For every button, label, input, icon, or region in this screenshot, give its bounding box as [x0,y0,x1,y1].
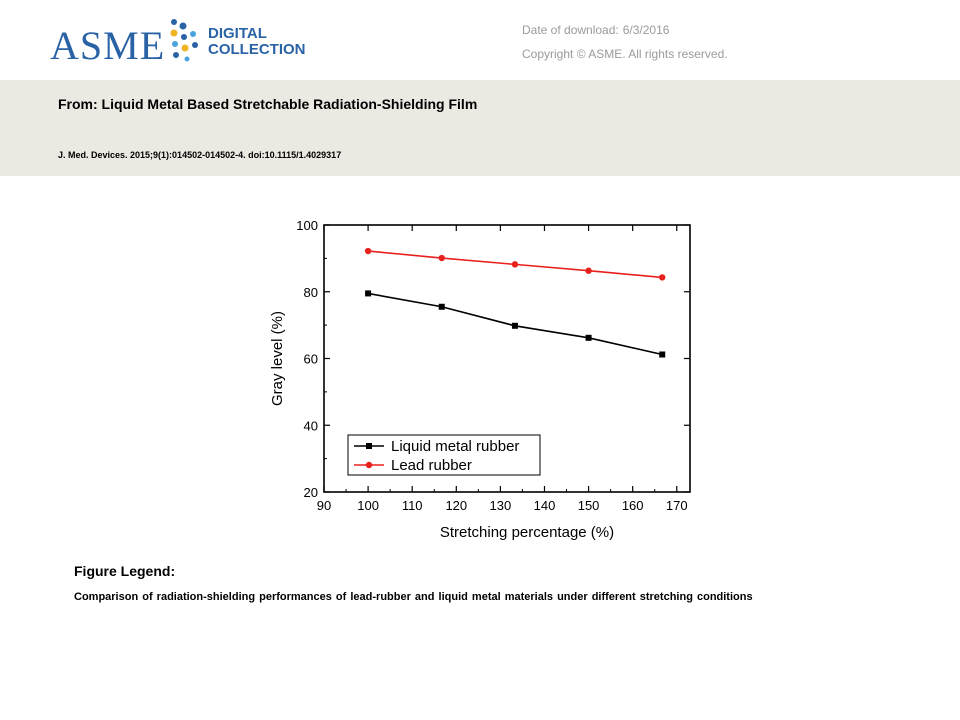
data-point-square [365,290,372,297]
data-point-circle [364,247,372,255]
copyright-text: Copyright © ASME. All rights reserved. [522,47,728,61]
article-info-bar [0,80,960,176]
figure-legend-text: Comparison of radiation-shielding perfor… [74,591,753,603]
chart: 90 100 110 120 130 140 150 160 170 20 40 60 80 100 Str… [269,218,691,541]
logo-subtitle: DIGITAL COLLECTION [208,26,306,58]
data-point-circle [585,267,592,274]
legend-marker-circle [365,461,373,469]
logo-dots-icon [170,19,198,62]
page-header: ASME DIGITAL COLLECTION Date of download… [0,0,960,80]
data-point-square [659,351,666,358]
y-tick-label: 100 [296,218,318,233]
legend-marker-square [366,443,372,449]
y-tick-label: 80 [304,285,318,300]
logo-sub-line2: COLLECTION [208,41,306,58]
download-date: 6/3/2016 [622,23,670,37]
y-tick-label: 60 [304,352,318,367]
legend-label: Lead rubber [391,457,472,474]
x-tick-label: 100 [357,498,379,513]
data-point-circle [659,274,666,281]
x-tick-label: 90 [317,498,331,513]
logo-sub-line1: DIGITAL [208,25,267,42]
data-point-circle [511,261,519,268]
x-tick-label: 160 [622,498,644,513]
asme-logo[interactable]: ASME DIGITAL COLLECTION [48,8,328,68]
x-axis-label: Stretching percentage (%) [440,524,614,541]
article-citation: J. Med. Devices. 2015;9(1):014502-014502… [58,150,342,160]
x-tick-label: 120 [445,498,467,513]
x-tick-label: 140 [534,498,556,513]
data-point-square [585,334,592,341]
download-label: Date of download: [522,23,619,37]
x-tick-label: 110 [402,498,423,513]
article-title: From: Liquid Metal Based Stretchable Rad… [58,96,478,112]
figure-legend-heading: Figure Legend: [74,563,176,579]
legend-box [347,434,541,476]
data-point-square [438,303,445,310]
logo-wordmark: ASME [50,23,166,68]
y-tick-label: 20 [304,485,318,500]
x-tick-label: 130 [490,498,512,513]
x-tick-label: 170 [666,498,688,513]
legend-label: Liquid metal rubber [391,438,519,455]
download-date-line: Date of download: 6/3/2016 [522,18,728,42]
data-point-square [511,322,518,329]
download-info: Date of download: 6/3/2016 Copyright © AS… [522,18,728,66]
y-axis-label: Gray level (%) [269,311,286,406]
y-tick-label: 40 [304,418,318,433]
data-point-circle [438,254,445,262]
x-tick-label: 150 [578,498,600,513]
